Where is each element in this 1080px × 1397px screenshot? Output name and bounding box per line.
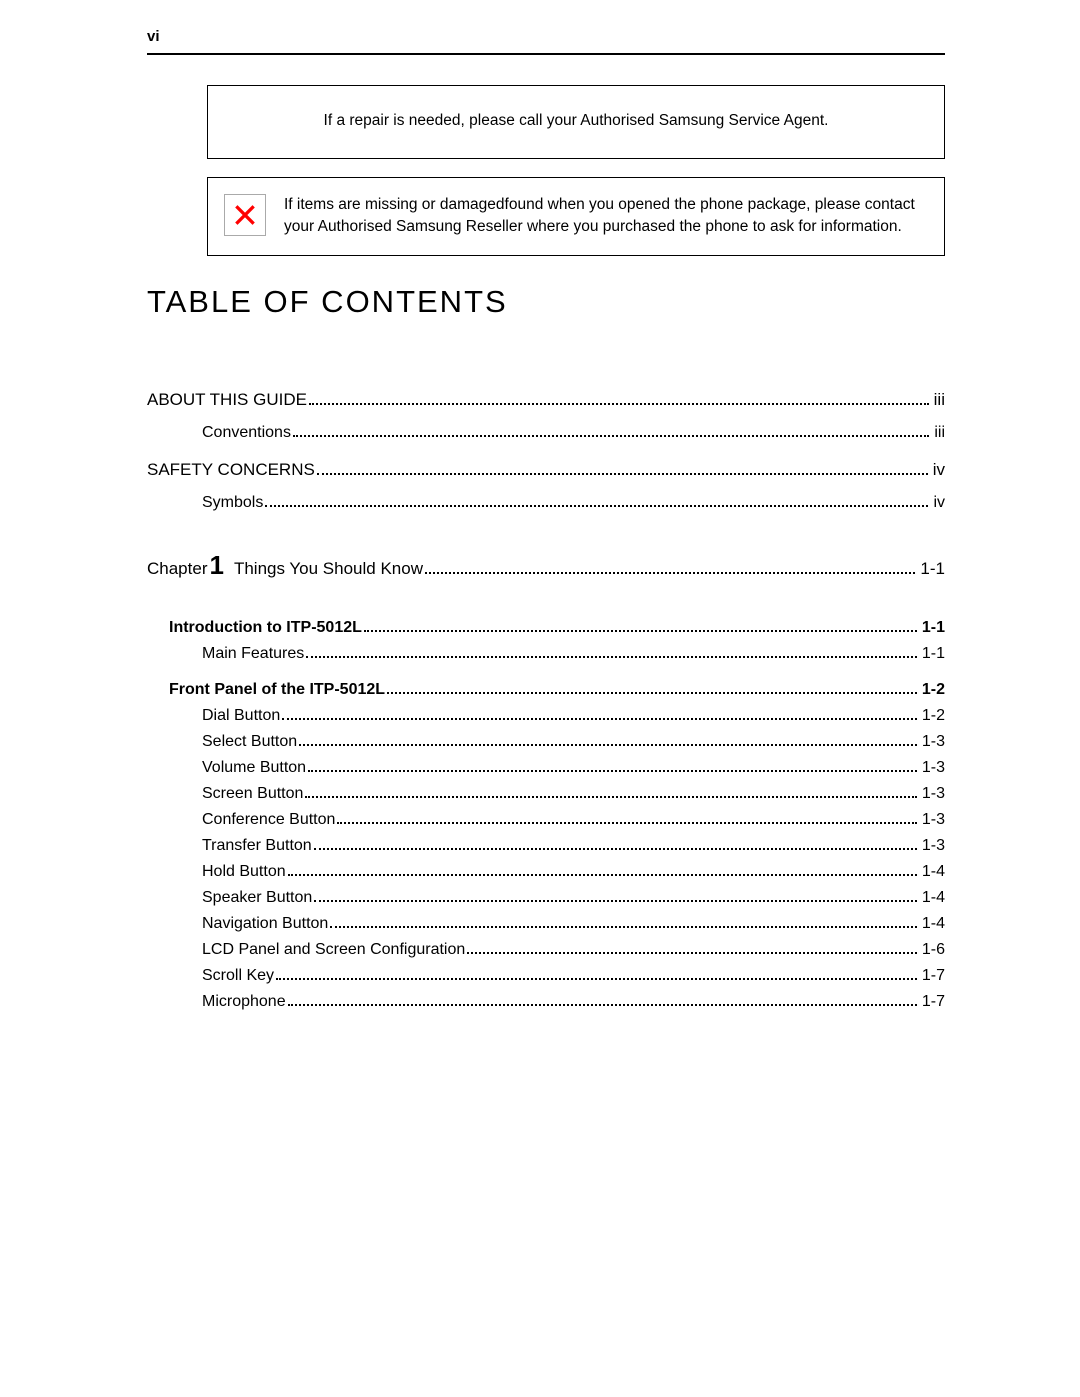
toc-entry-main-features: Main Features 1-1 [147, 645, 945, 663]
toc-label: Microphone [202, 993, 286, 1011]
toc-label: Speaker Button [202, 889, 312, 907]
toc-page-ref: 1-2 [919, 707, 945, 725]
toc-chapter-1: Chapter 1 Things You Should Know 1-1 [147, 550, 945, 581]
toc-leader-dots [282, 718, 917, 720]
page-header: vi [147, 28, 945, 55]
toc-leader-dots [293, 435, 929, 437]
toc-chapter-title: Things You Should Know [228, 559, 423, 579]
x-icon [224, 194, 266, 236]
toc-entry-navigation-button: Navigation Button 1-4 [147, 915, 945, 933]
toc-entry-hold-button: Hold Button 1-4 [147, 863, 945, 881]
toc-page-ref: 1-4 [919, 863, 945, 881]
toc-page-ref: 1-7 [919, 967, 945, 985]
toc-leader-dots [317, 473, 928, 475]
toc-label: Conference Button [202, 811, 335, 829]
toc-leader-dots [288, 874, 917, 876]
toc-chapter-number: 1 [207, 550, 227, 581]
toc-label: Dial Button [202, 707, 280, 725]
toc-page-ref: iii [931, 424, 945, 442]
toc-page-ref: 1-6 [919, 941, 945, 959]
toc-leader-dots [467, 952, 917, 954]
toc-page-ref: 1-3 [919, 785, 945, 803]
toc-page-ref: 1-3 [919, 733, 945, 751]
toc-label: Navigation Button [202, 915, 328, 933]
toc-entry-transfer-button: Transfer Button 1-3 [147, 837, 945, 855]
toc-entry-about-this-guide: ABOUT THIS GUIDE iii [147, 390, 945, 410]
repair-notice-text: If a repair is needed, please call your … [324, 112, 829, 129]
toc-page-ref: 1-4 [919, 889, 945, 907]
repair-notice-box: If a repair is needed, please call your … [207, 85, 945, 159]
toc-entry-speaker-button: Speaker Button 1-4 [147, 889, 945, 907]
missing-items-notice-box: If items are missing or damagedfound whe… [207, 177, 945, 256]
toc-leader-dots [308, 770, 917, 772]
toc-leader-dots [364, 630, 917, 632]
page-number: vi [147, 28, 160, 45]
toc-page-ref: iv [930, 460, 945, 480]
toc-page-ref: 1-1 [919, 645, 945, 663]
toc-page-ref: 1-3 [919, 811, 945, 829]
toc-label: Front Panel of the ITP-5012L [169, 681, 385, 699]
toc-page-ref: 1-1 [919, 619, 945, 637]
toc-label: Hold Button [202, 863, 286, 881]
toc-label: Scroll Key [202, 967, 274, 985]
toc-leader-dots [306, 656, 917, 658]
toc-entry-symbols: Symbols iv [147, 494, 945, 512]
toc-label: Main Features [202, 645, 304, 663]
toc-label: Symbols [202, 494, 263, 512]
toc-entry-microphone: Microphone 1-7 [147, 993, 945, 1011]
toc-label: LCD Panel and Screen Configuration [202, 941, 465, 959]
toc-label: Introduction to ITP-5012L [169, 619, 362, 637]
toc-page-ref: 1-3 [919, 759, 945, 777]
toc-page-ref: 1-3 [919, 837, 945, 855]
missing-items-notice-text: If items are missing or damagedfound whe… [284, 194, 924, 237]
table-of-contents: ABOUT THIS GUIDE iii Conventions iii SAF… [147, 390, 945, 1011]
toc-entry-screen-button: Screen Button 1-3 [147, 785, 945, 803]
toc-leader-dots [425, 572, 915, 574]
toc-entry-safety-concerns: SAFETY CONCERNS iv [147, 460, 945, 480]
toc-entry-dial-button: Dial Button 1-2 [147, 707, 945, 725]
toc-page-ref: iii [931, 390, 945, 410]
toc-entry-conference-button: Conference Button 1-3 [147, 811, 945, 829]
toc-leader-dots [314, 900, 917, 902]
toc-leader-dots [265, 505, 928, 507]
toc-label: Volume Button [202, 759, 306, 777]
toc-leader-dots [305, 796, 916, 798]
toc-entry-lcd-panel: LCD Panel and Screen Configuration 1-6 [147, 941, 945, 959]
toc-entry-conventions: Conventions iii [147, 424, 945, 442]
toc-page-ref: 1-1 [917, 559, 945, 579]
toc-section-front-panel: Front Panel of the ITP-5012L 1-2 [147, 681, 945, 699]
toc-leader-dots [276, 978, 917, 980]
toc-leader-dots [299, 744, 917, 746]
toc-title: TABLE OF CONTENTS [147, 284, 945, 320]
toc-leader-dots [330, 926, 917, 928]
toc-leader-dots [309, 403, 929, 405]
toc-page-ref: 1-2 [919, 681, 945, 699]
toc-label: Select Button [202, 733, 297, 751]
toc-label: Screen Button [202, 785, 303, 803]
toc-leader-dots [337, 822, 916, 824]
toc-label: SAFETY CONCERNS [147, 460, 315, 480]
toc-page-ref: 1-7 [919, 993, 945, 1011]
toc-entry-scroll-key: Scroll Key 1-7 [147, 967, 945, 985]
toc-page-ref: 1-4 [919, 915, 945, 933]
toc-entry-volume-button: Volume Button 1-3 [147, 759, 945, 777]
toc-entry-select-button: Select Button 1-3 [147, 733, 945, 751]
toc-section-introduction: Introduction to ITP-5012L 1-1 [147, 619, 945, 637]
toc-leader-dots [288, 1004, 917, 1006]
toc-leader-dots [387, 692, 917, 694]
toc-label: Conventions [202, 424, 291, 442]
toc-chapter-word: Chapter [147, 559, 207, 579]
toc-label: Transfer Button [202, 837, 312, 855]
toc-page-ref: iv [930, 494, 945, 512]
toc-leader-dots [314, 848, 917, 850]
document-page: vi If a repair is needed, please call yo… [0, 0, 1080, 1011]
toc-label: ABOUT THIS GUIDE [147, 390, 307, 410]
